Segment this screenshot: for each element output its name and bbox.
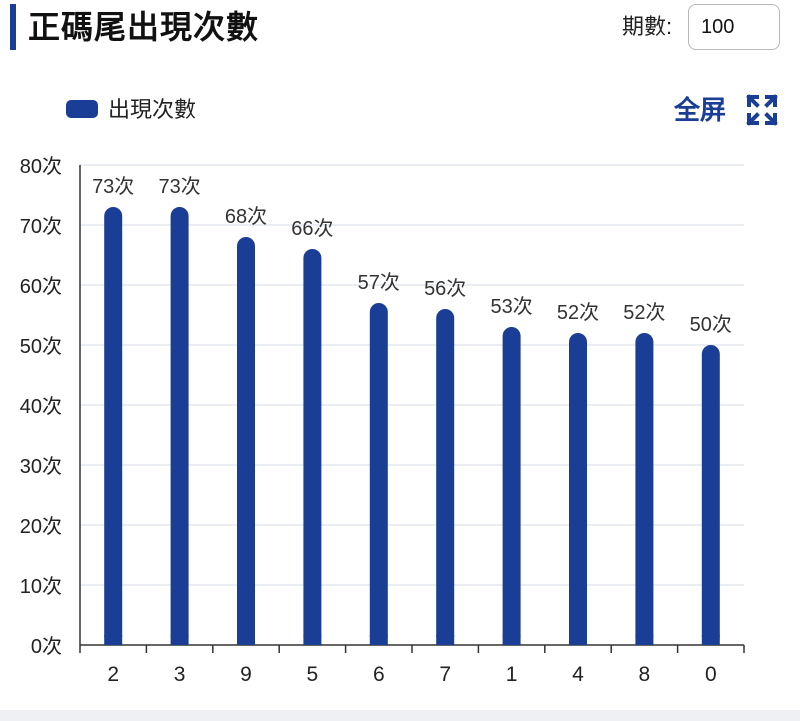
legend-label: 出現次數	[108, 97, 197, 122]
x-tick-label: 0	[705, 663, 717, 686]
y-tick-label: 70次	[20, 215, 62, 238]
bar	[701, 345, 720, 645]
bar-base	[237, 635, 255, 645]
y-tick-label: 20次	[20, 515, 62, 538]
bar-data-label: 52次	[623, 301, 665, 324]
title-accent-bar	[10, 4, 16, 50]
bar	[369, 303, 388, 645]
fullscreen-label: 全屏	[674, 95, 727, 125]
bar-data-label: 73次	[92, 175, 134, 198]
bar-base	[369, 635, 388, 645]
bar-chart: 0次10次20次30次40次50次60次70次80次73次273次368次966…	[20, 155, 745, 686]
bar	[436, 309, 455, 645]
bar	[303, 249, 322, 645]
bar-data-label: 56次	[424, 277, 466, 300]
page-header: 正碼尾出現次數 期數:	[0, 0, 800, 60]
y-tick-label: 60次	[20, 275, 62, 298]
bar-data-label: 50次	[690, 313, 732, 336]
y-tick-label: 80次	[20, 155, 62, 178]
x-tick-label: 4	[572, 663, 584, 686]
bar-base	[436, 635, 455, 645]
bar-base	[104, 635, 123, 645]
x-tick-label: 8	[639, 663, 651, 686]
page-title: 正碼尾出現次數	[28, 9, 260, 45]
bar	[635, 333, 654, 645]
x-tick-label: 3	[174, 663, 186, 686]
bar-data-label: 73次	[158, 175, 200, 198]
bar-data-label: 52次	[557, 301, 599, 324]
y-tick-label: 30次	[20, 455, 62, 478]
bar	[170, 207, 189, 645]
bar-base	[635, 635, 654, 645]
x-tick-label: 6	[373, 663, 385, 686]
bar	[569, 333, 587, 645]
bar	[502, 327, 521, 645]
period-input[interactable]	[688, 4, 780, 50]
expand-icon	[746, 94, 778, 126]
y-tick-label: 50次	[20, 335, 62, 358]
x-tick-label: 1	[506, 663, 518, 686]
legend-swatch	[66, 100, 98, 118]
y-tick-label: 10次	[20, 575, 62, 598]
bar-base	[569, 635, 587, 645]
x-tick-label: 5	[307, 663, 319, 686]
y-tick-label: 40次	[20, 395, 62, 418]
footer-strip	[0, 710, 800, 721]
x-tick-label: 9	[240, 663, 252, 686]
bar-base	[303, 635, 322, 645]
bar-data-label: 57次	[358, 271, 400, 294]
bar-base	[170, 635, 189, 645]
bar-data-label: 68次	[225, 205, 267, 228]
bar	[104, 207, 123, 645]
bar-data-label: 66次	[291, 217, 333, 240]
x-tick-label: 7	[439, 663, 451, 686]
bar-base	[502, 635, 521, 645]
y-tick-label: 0次	[31, 635, 62, 658]
bar-base	[701, 635, 720, 645]
bar	[237, 237, 255, 645]
x-tick-label: 2	[107, 663, 119, 686]
bar-data-label: 53次	[490, 295, 532, 318]
period-label: 期數:	[622, 14, 673, 39]
